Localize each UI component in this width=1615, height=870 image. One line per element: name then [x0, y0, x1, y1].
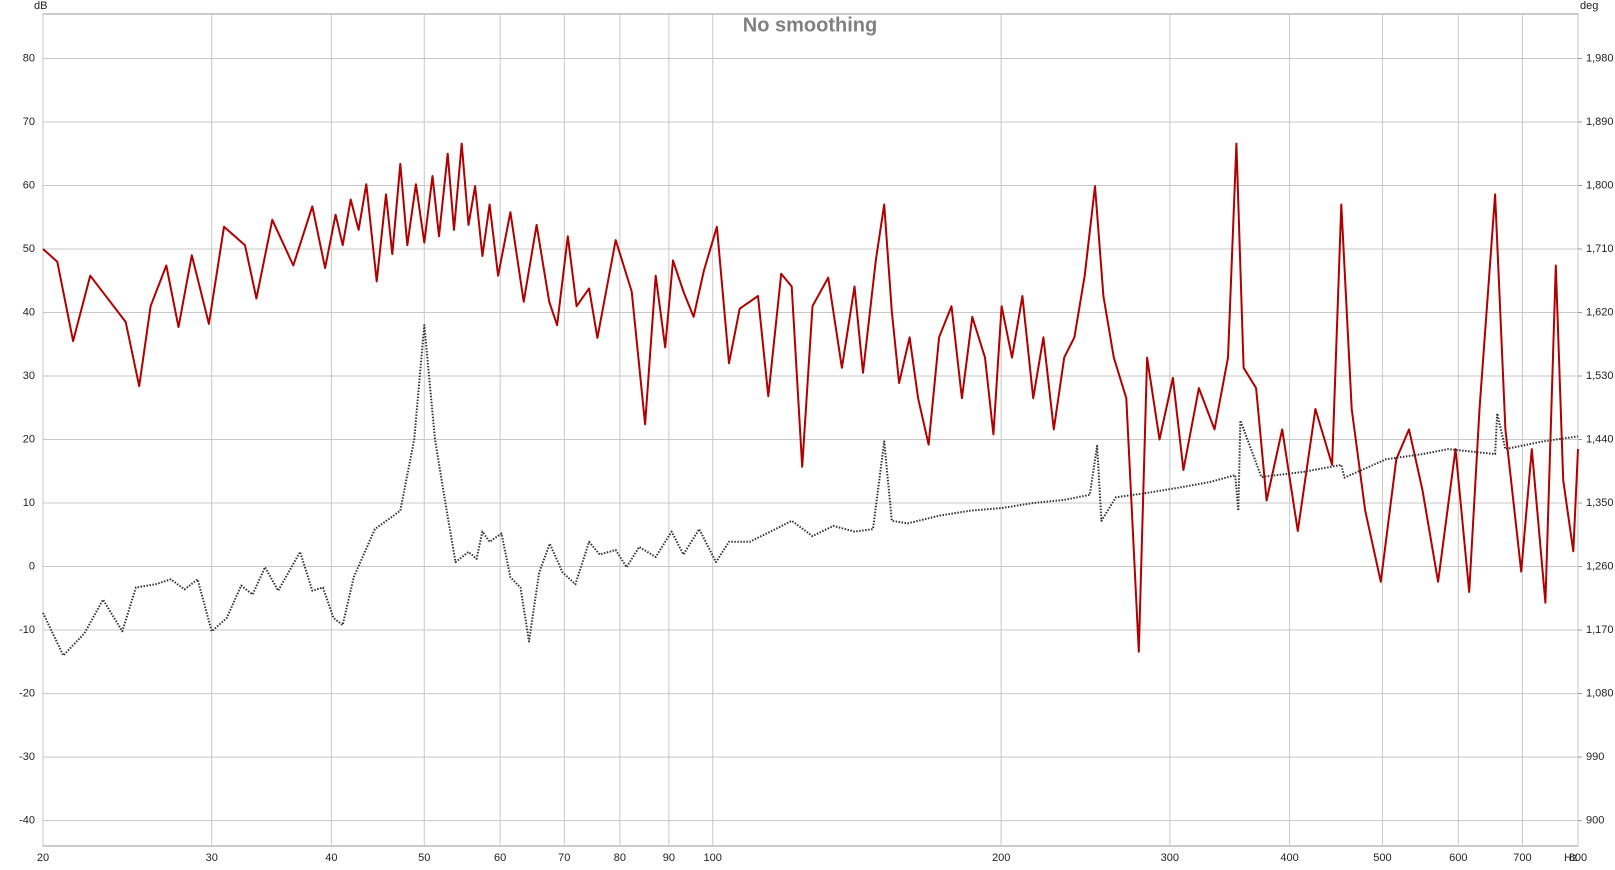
y-tick-label: -40	[19, 815, 35, 827]
series-line	[42, 142, 1579, 653]
x-tick-label: 700	[1513, 852, 1531, 864]
y2-tick-label: 1,170	[1586, 624, 1614, 636]
chart-title: No smoothing	[743, 14, 877, 36]
y2-tick-label: 900	[1586, 815, 1604, 827]
y2-tick-label: 1,620	[1586, 306, 1614, 318]
y2-tick-label: 1,800	[1586, 179, 1614, 191]
x-tick-label: 100	[704, 852, 722, 864]
y2-tick-label: 1,350	[1586, 497, 1614, 509]
y-tick-label: 40	[23, 306, 35, 318]
x-tick-label: 400	[1280, 852, 1298, 864]
x-tick-label: 40	[325, 852, 337, 864]
y-tick-label: 60	[23, 179, 35, 191]
x-tick-label: 200	[992, 852, 1010, 864]
y2-tick-label: 1,080	[1586, 687, 1614, 699]
x-tick-label: 300	[1161, 852, 1179, 864]
y2-tick-label: 990	[1586, 751, 1604, 763]
x-tick-label: 70	[558, 852, 570, 864]
x-tick-label: 500	[1373, 852, 1391, 864]
y-axis-label: dB	[34, 0, 47, 12]
x-tick-label: 80	[614, 852, 626, 864]
y2-tick-label: 1,440	[1586, 433, 1614, 445]
x-tick-label: 30	[206, 852, 218, 864]
y-tick-label: 20	[23, 433, 35, 445]
y2-tick-label: 1,980	[1586, 52, 1614, 64]
y-tick-label: 50	[23, 243, 35, 255]
plot-frame	[42, 13, 1579, 847]
y-tick-label: -10	[19, 624, 35, 636]
y-tick-label: 70	[23, 116, 35, 128]
x-tick-label: 50	[418, 852, 430, 864]
y-tick-label: 0	[29, 560, 35, 572]
x-tick-label: 60	[494, 852, 506, 864]
y2-tick-label: 1,530	[1586, 370, 1614, 382]
y2-tick-label: 1,890	[1586, 116, 1614, 128]
y-tick-label: 10	[23, 497, 35, 509]
y-tick-label: 30	[23, 370, 35, 382]
x-tick-label: 800	[1569, 852, 1587, 864]
x-unit-label: Hz	[1564, 852, 1577, 864]
y2-tick-label: 1,260	[1586, 560, 1614, 572]
y-tick-label: -30	[19, 751, 35, 763]
y-tick-label: 80	[23, 52, 35, 64]
y2-axis-label: deg	[1580, 0, 1598, 12]
y2-tick-label: 1,710	[1586, 243, 1614, 255]
series-line	[42, 324, 1579, 657]
x-tick-label: 600	[1449, 852, 1467, 864]
y-tick-label: -20	[19, 687, 35, 699]
x-tick-label: 90	[663, 852, 675, 864]
x-tick-label: 20	[37, 852, 49, 864]
